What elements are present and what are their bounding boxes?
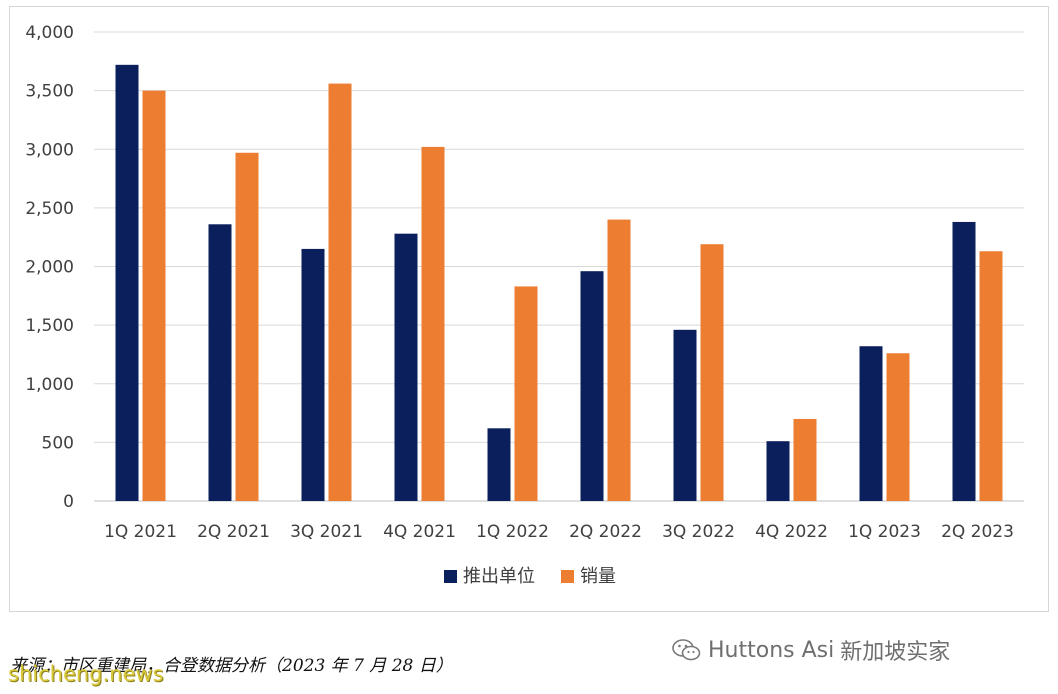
bar-launched	[580, 271, 604, 501]
y-tick-label: 1,500	[25, 316, 74, 336]
bar-sold	[421, 146, 445, 501]
legend-label: 推出单位	[463, 566, 535, 587]
y-tick-label: 2,500	[25, 199, 74, 219]
source-note: 来源：市区重建局，合登数据分析（2023 年 7 月 28 日）	[10, 656, 453, 676]
x-tick-label: 1Q 2021	[104, 522, 177, 542]
legend-swatch	[561, 570, 574, 583]
y-tick-label: 0	[63, 492, 74, 512]
x-tick-label: 1Q 2022	[476, 522, 549, 542]
bar-sold	[793, 418, 817, 501]
brand-name-cn: 新加坡实家	[840, 640, 951, 665]
bar-launched	[859, 346, 883, 501]
x-tick-label: 3Q 2021	[290, 522, 363, 542]
bar-sold	[514, 286, 538, 501]
brand-name: Huttons Asi	[708, 637, 835, 663]
legend-swatch	[444, 570, 457, 583]
x-tick-label: 4Q 2021	[383, 522, 456, 542]
bar-chart: 0 500 1,000 1,500 2,000 2,500 3,000 3,500 4,000 1…	[25, 23, 1024, 587]
bar-sold	[607, 219, 631, 501]
x-tick-label: 1Q 2023	[848, 522, 921, 542]
x-tick-label: 2Q 2021	[197, 522, 270, 542]
x-tick-label: 2Q 2022	[569, 522, 642, 542]
bar-sold	[700, 244, 724, 501]
bar-launched	[952, 221, 976, 501]
wechat-icon	[672, 639, 701, 661]
bar-sold	[886, 353, 910, 501]
bar-launched	[394, 233, 418, 502]
brand-watermark: Huttons Asi 新加坡实家	[672, 634, 950, 666]
y-tick-label: 500	[42, 433, 74, 453]
y-tick-label: 3,000	[25, 140, 74, 160]
legend-label: 销量	[580, 566, 616, 587]
y-tick-label: 2,000	[25, 258, 74, 278]
x-tick-label: 3Q 2022	[662, 522, 735, 542]
bar-launched	[487, 428, 511, 501]
x-tick-label: 4Q 2022	[755, 522, 828, 542]
y-tick-label: 4,000	[25, 23, 74, 43]
y-tick-label: 1,000	[25, 375, 74, 395]
bar-sold	[235, 152, 259, 501]
bar-launched	[673, 329, 697, 501]
bar-launched	[115, 64, 139, 501]
site-watermark: shicheng.news	[8, 662, 164, 686]
bar-launched	[208, 224, 232, 502]
x-tick-label: 2Q 2023	[941, 522, 1014, 542]
bar-sold	[979, 251, 1003, 501]
bar-sold	[142, 90, 166, 501]
bar-launched	[766, 441, 790, 501]
bar-sold	[328, 83, 352, 501]
bar-launched	[301, 248, 325, 501]
y-tick-label: 3,500	[25, 82, 74, 102]
chart-frame: 0 500 1,000 1,500 2,000 2,500 3,000 3,500 4,000 1…	[9, 6, 1049, 612]
